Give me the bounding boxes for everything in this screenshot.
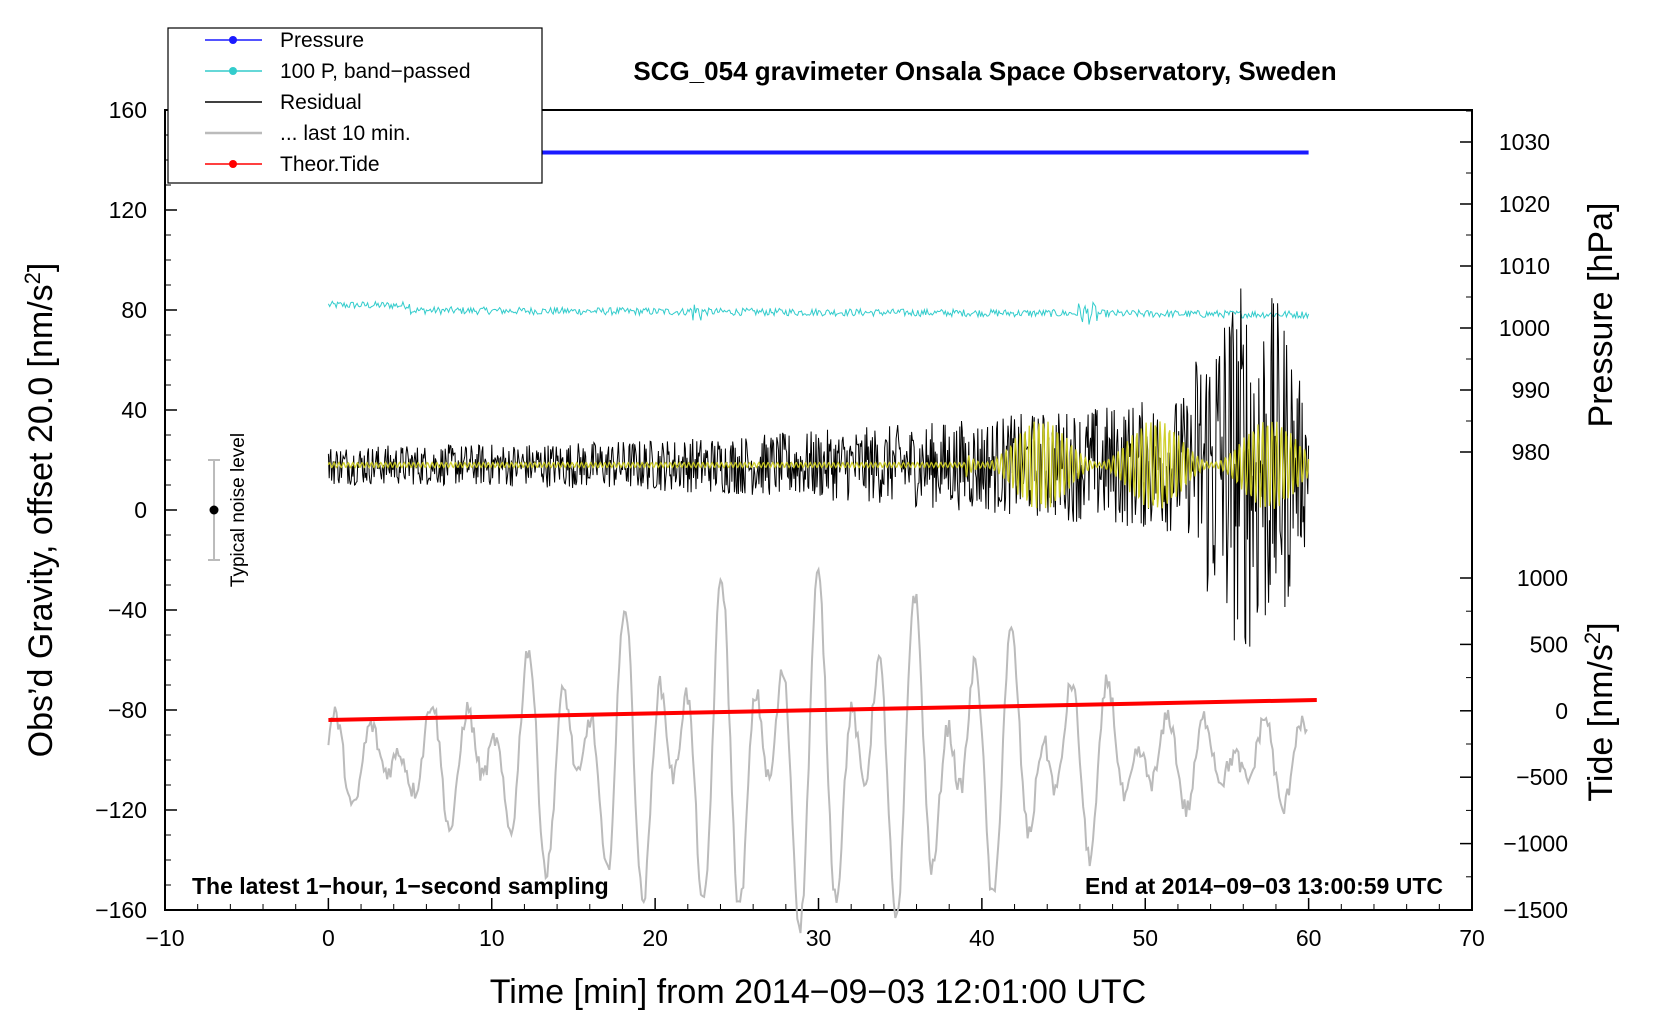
- pressure-axis-label: Pressure [hPa]: [1582, 203, 1620, 428]
- y-tick-label: 80: [121, 297, 147, 323]
- pressure-tick-label: 980: [1512, 439, 1550, 465]
- left-y-label-end: ]: [22, 263, 60, 272]
- noise-indicator: Typical noise level: [208, 433, 249, 587]
- legend-label: Residual: [280, 91, 362, 114]
- pressure-tick-label: 1020: [1499, 191, 1550, 217]
- y-tick-label: −160: [95, 897, 147, 923]
- x-tick-label: 10: [479, 925, 505, 951]
- tide-tick-label: −1000: [1503, 831, 1568, 857]
- legend-label: Pressure: [280, 29, 364, 52]
- legend-box: [167, 27, 543, 184]
- tide-axis-label: Tide [nm/s2]: [1580, 622, 1620, 801]
- legend-entry: ... last 10 min.: [205, 122, 411, 145]
- pressure-tick-label: 990: [1512, 377, 1550, 403]
- left-y-axis-label: Obs’d Gravity, offset 20.0 [nm/s2]: [20, 263, 60, 758]
- x-tick-label: −10: [145, 925, 184, 951]
- x-tick-label: 40: [969, 925, 995, 951]
- y-tick-label: −120: [95, 797, 147, 823]
- tide-tick-label: 1000: [1517, 565, 1568, 591]
- series-theor-tide: [328, 698, 1317, 722]
- sampling-note: The latest 1−hour, 1−second sampling: [192, 873, 609, 899]
- legend-entry: 100 P, band−passed: [205, 60, 471, 83]
- legend-entry: Theor.Tide: [205, 153, 380, 176]
- pressure-tick-label: 1010: [1499, 253, 1550, 279]
- tick-layer: −10 0 10 20 30 40 50 60 70−160−120−80−4004080120…: [95, 97, 1568, 951]
- legend-entry: Pressure: [205, 29, 364, 52]
- y-tick-label: −80: [108, 697, 147, 723]
- series-residual: [327, 288, 1310, 647]
- tide-label-main: Tide [nm/s: [1582, 644, 1620, 801]
- tide-tick-label: 0: [1555, 698, 1568, 724]
- tide-tick-label: 500: [1530, 631, 1568, 657]
- legend-swatch-marker: [229, 67, 237, 75]
- left-y-label-sup: 2: [20, 272, 45, 284]
- tide-label-sup: 2: [1580, 632, 1605, 644]
- pressure-tick-label: 1030: [1499, 129, 1550, 155]
- x-tick-label: 60: [1296, 925, 1322, 951]
- series-layer: [327, 150, 1317, 934]
- legend-label: 100 P, band−passed: [280, 60, 471, 83]
- x-tick-label: 30: [806, 925, 832, 951]
- x-tick-label: 20: [642, 925, 668, 951]
- x-tick-label: 50: [1132, 925, 1158, 951]
- left-y-label-main: Obs’d Gravity, offset 20.0 [nm/s: [22, 284, 60, 757]
- series-band-passed: [327, 300, 1310, 325]
- series-last-10-min: [327, 566, 1308, 934]
- y-tick-label: 0: [134, 497, 147, 523]
- y-tick-label: −40: [108, 597, 147, 623]
- legend-label: Theor.Tide: [280, 153, 380, 176]
- y-tick-label: 160: [109, 97, 147, 123]
- legend-swatch-marker: [229, 160, 237, 168]
- series-residual-lowpass: [327, 421, 1310, 509]
- legend: Pressure 100 P, band−passed Residual ... la…: [167, 27, 543, 184]
- y-tick-label: 120: [109, 197, 147, 223]
- tide-tick-label: −1500: [1503, 897, 1568, 923]
- chart-title: SCG_054 gravimeter Onsala Space Observat…: [633, 56, 1336, 86]
- x-tick-label: 0: [322, 925, 335, 951]
- legend-entry: Residual: [205, 91, 362, 114]
- tide-tick-label: −500: [1516, 764, 1568, 790]
- x-tick-label: 70: [1459, 925, 1485, 951]
- noise-bar-center-dot: [209, 505, 219, 515]
- tide-label-end: ]: [1582, 622, 1620, 631]
- x-axis-label: Time [min] from 2014−09−03 12:01:00 UTC: [490, 973, 1146, 1011]
- legend-label: ... last 10 min.: [280, 122, 411, 145]
- pressure-tick-label: 1000: [1499, 315, 1550, 341]
- end-time-note: End at 2014−09−03 13:00:59 UTC: [1085, 873, 1443, 899]
- y-tick-label: 40: [121, 397, 147, 423]
- noise-level-label: Typical noise level: [228, 433, 249, 587]
- legend-swatch-marker: [229, 36, 237, 44]
